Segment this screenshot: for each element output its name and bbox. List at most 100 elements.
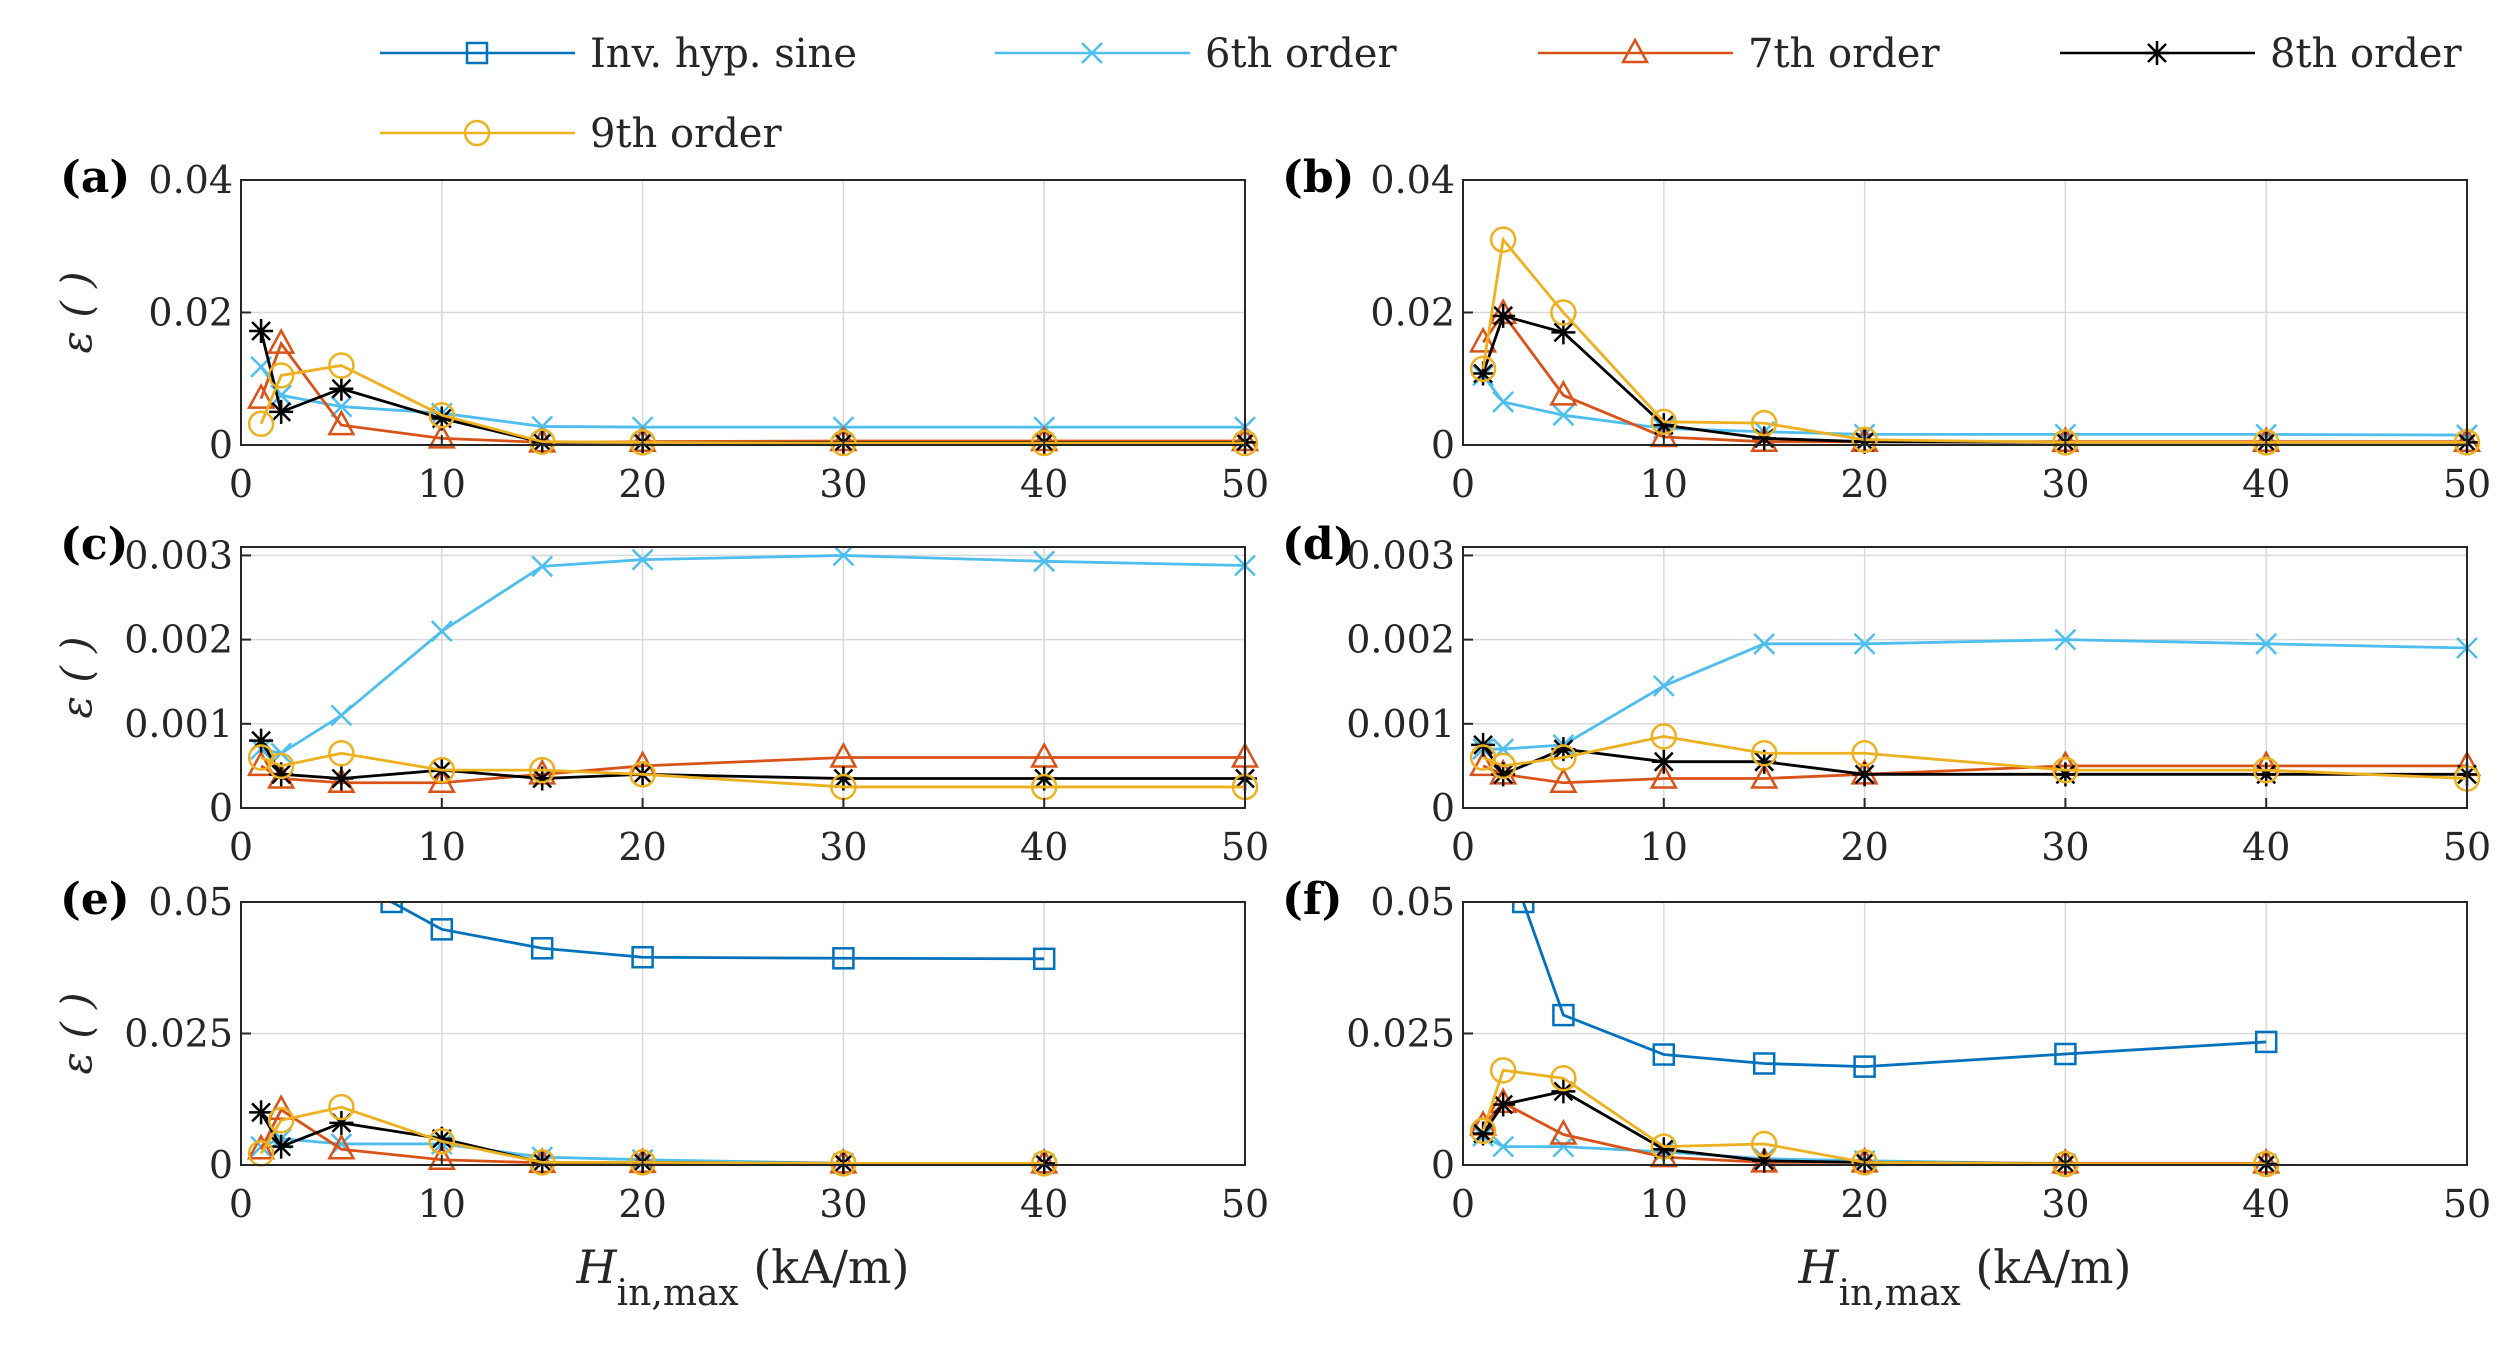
x-tick-label: 40 <box>1020 1182 1068 1226</box>
panel-label: (e) <box>60 874 130 925</box>
data-point <box>427 1144 456 1170</box>
data-point <box>830 429 857 457</box>
gridlines <box>240 179 1246 446</box>
data-point <box>427 422 456 449</box>
series-line <box>390 901 1045 961</box>
data-point <box>1552 404 1575 427</box>
legend: Inv. hyp. sine 6th order 7th order 8th orde… <box>380 31 2462 157</box>
x-tick-label: 0 <box>229 825 253 869</box>
data-point <box>1491 1092 1516 1117</box>
data-point <box>1853 632 1876 655</box>
data-point <box>328 740 355 767</box>
data-point <box>1471 1121 1496 1146</box>
data-point <box>327 1133 356 1160</box>
x-tick-label: 30 <box>819 462 867 506</box>
x-tick-label: 10 <box>418 462 466 506</box>
y-tick-label: 0 <box>209 786 233 830</box>
x-tick-label: 40 <box>2242 1182 2290 1226</box>
panel-a: 0 10 20 30 40 50 0 0.02 0.04 (a) ε ( ) <box>52 152 1269 506</box>
data-point <box>1552 1135 1575 1158</box>
data-point <box>1652 1043 1676 1066</box>
data-point <box>1030 1150 1058 1177</box>
data-point <box>1649 762 1678 789</box>
data-point <box>530 937 554 960</box>
data-point <box>269 399 294 424</box>
x-tick-label: 20 <box>1840 825 1888 869</box>
series-9th-order <box>1469 226 2481 456</box>
x-tick-label: 20 <box>1840 462 1888 506</box>
legend-marker <box>1620 37 1650 64</box>
y-axis-label: ε ( ) <box>52 271 101 353</box>
x-tick-label: 10 <box>1640 825 1688 869</box>
y-tick-label: 0.001 <box>124 702 233 746</box>
data-point <box>1651 749 1676 774</box>
data-point <box>267 328 296 354</box>
tick-labels: 0 10 20 30 40 50 0 0.001 0.002 0.003 <box>124 533 1269 869</box>
series-9th-order <box>247 1093 1058 1177</box>
data-point <box>2252 756 2280 784</box>
data-point <box>330 704 353 727</box>
data-point <box>1750 762 1779 789</box>
series-9th-order <box>1469 723 2481 792</box>
series-9th-order <box>247 740 1259 801</box>
data-point <box>430 620 453 643</box>
data-point <box>1753 632 1776 655</box>
data-point <box>428 756 456 784</box>
data-point <box>1752 749 1777 774</box>
y-tick-label: 0.025 <box>124 1012 233 1056</box>
y-tick-label: 0 <box>1431 1143 1455 1187</box>
panel-label: (a) <box>60 152 130 203</box>
data-point <box>831 766 856 791</box>
tick-labels: 0 10 20 30 40 50 0 0.001 0.002 0.003 <box>1346 533 2491 869</box>
x-tick-label: 50 <box>1221 462 1269 506</box>
axis-frame <box>240 546 1246 809</box>
panel-e: 0 10 20 30 40 50 0 0.025 0.05 (e) ε ( ) <box>52 874 1269 1226</box>
x-tick-label: 40 <box>2242 462 2290 506</box>
x-tick-label: 0 <box>1451 462 1475 506</box>
data-point <box>1469 355 1497 383</box>
y-tick-label: 0.04 <box>148 158 233 202</box>
data-point <box>1033 550 1056 573</box>
data-point <box>267 362 295 389</box>
data-point <box>1489 752 1517 780</box>
x-tick-label: 40 <box>2242 825 2290 869</box>
data-point <box>2053 762 2078 787</box>
x-tick-label: 0 <box>229 462 253 506</box>
data-point <box>1489 1057 1517 1084</box>
y-tick-label: 0 <box>1431 423 1455 467</box>
y-tick-label: 0.02 <box>148 291 233 335</box>
data-point <box>247 410 275 438</box>
y-tick-label: 0.025 <box>1346 1012 1455 1056</box>
x-tick-label: 50 <box>1221 1182 1269 1226</box>
series-line <box>1521 901 2267 1069</box>
panel-c: 0 10 20 30 40 50 0 0.001 0.002 0.003(c) ε ( ) <box>52 519 1269 869</box>
series-layer <box>246 901 1059 1177</box>
data-point <box>1549 767 1578 793</box>
data-point <box>2052 756 2079 784</box>
series-line <box>1482 735 2468 780</box>
data-point <box>329 376 354 401</box>
series-line <box>259 330 1245 444</box>
data-point <box>1650 408 1678 436</box>
data-point <box>1549 1118 1578 1145</box>
data-point <box>329 1110 354 1135</box>
y-tick-label: 0.05 <box>1370 880 1455 924</box>
tick-labels: 0 10 20 30 40 50 0 0.025 0.05 <box>1346 880 2491 1226</box>
y-tick-label: 0.02 <box>1370 291 1455 335</box>
gridlines <box>240 547 1246 809</box>
x-tick-label: 30 <box>819 825 867 869</box>
data-point <box>246 383 276 409</box>
series-line <box>1483 638 2468 751</box>
data-point <box>329 766 354 791</box>
data-point <box>249 319 274 344</box>
data-point <box>2054 1042 2077 1066</box>
data-point <box>1550 744 1577 771</box>
data-point <box>2252 429 2280 456</box>
legend-label: 7th order <box>1748 31 1940 77</box>
data-point <box>249 728 274 753</box>
series-6th-order <box>250 546 1256 765</box>
y-tick-label: 0 <box>209 423 233 467</box>
legend-entry-inv-hyp-sine: Inv. hyp. sine <box>380 31 857 77</box>
x-tick-label: 40 <box>1020 825 1068 869</box>
